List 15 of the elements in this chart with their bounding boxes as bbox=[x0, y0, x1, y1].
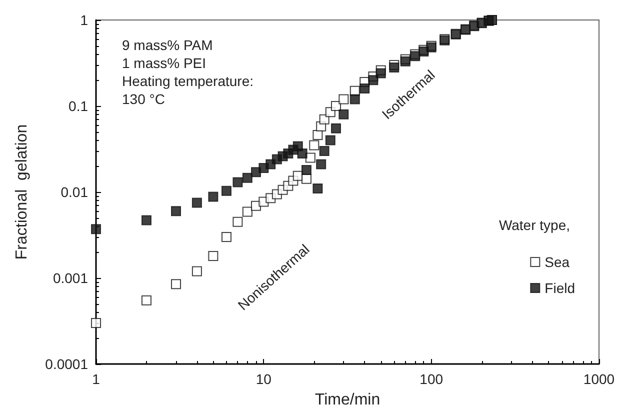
annotation: 9 mass% PAM 1 mass% PEI Heating temperature: 130 °C bbox=[122, 37, 254, 107]
y-tick-label: 1 bbox=[80, 12, 88, 28]
x-tick-label: 100 bbox=[420, 371, 444, 387]
legend-label: Sea bbox=[544, 254, 570, 270]
x-tick-label: 1 bbox=[92, 371, 100, 387]
legend-title: Water type, bbox=[498, 217, 570, 233]
legend-label: Field bbox=[544, 280, 576, 296]
y-axis-title: Fractional gelation bbox=[14, 124, 30, 260]
y-tick-label: 0.0001 bbox=[45, 356, 88, 372]
x-axis-title: Time/min bbox=[314, 392, 380, 408]
x-tick-label: 1000 bbox=[583, 371, 615, 387]
y-tick-label: 0.01 bbox=[60, 184, 88, 200]
x-tick-label: 10 bbox=[256, 371, 272, 387]
y-tick-label: 0.1 bbox=[68, 98, 88, 114]
y-tick-label: 0.001 bbox=[52, 270, 88, 286]
